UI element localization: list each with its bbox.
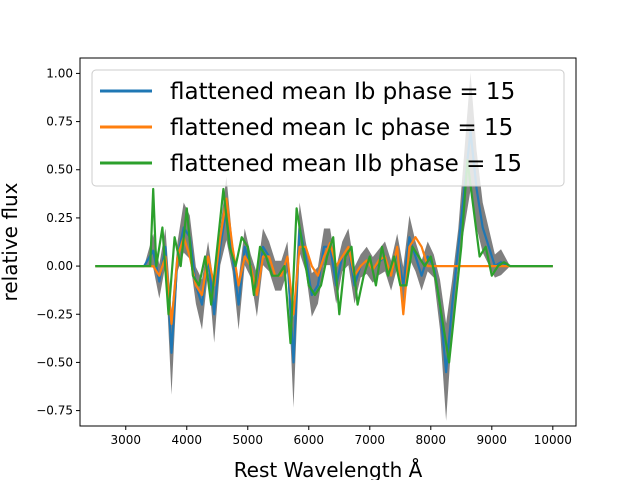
x-tick-label: 10000 [534,433,572,447]
legend-label: flattened mean Ic phase = 15 [170,115,513,141]
legend-box [91,69,565,187]
y-tick-label: 0.25 [46,211,73,225]
series-line-ic [95,197,553,325]
x-tick-label: 7000 [355,433,386,447]
axes-frame [79,57,577,427]
x-tick-label: 8000 [416,433,447,447]
legend-label: flattened mean Ib phase = 15 [170,79,515,105]
y-axis: −0.75 −0.50 −0.25 0.00 0.25 0.50 0.75 1.00 [36,66,80,418]
y-tick-label: 1.00 [46,66,73,80]
y-tick-label: −0.75 [36,404,73,418]
y-tick-label: −0.25 [36,307,73,321]
x-tick-label: 5000 [233,433,264,447]
y-tick-label: 0.75 [46,115,73,129]
x-tick-label: 3000 [110,433,141,447]
x-axis-label: Rest Wavelength Å [234,458,423,480]
series-line-iib [95,159,553,364]
y-axis-label: relative flux [0,182,22,301]
legend-label: flattened mean IIb phase = 15 [170,151,522,177]
x-tick-label: 6000 [294,433,325,447]
y-tick-label: 0.50 [46,163,73,177]
y-tick-label: −0.50 [36,355,73,369]
plot-area [95,72,553,421]
series-line-ib [95,130,553,374]
y-tick-label: 0.00 [46,259,73,273]
x-tick-label: 9000 [477,433,508,447]
x-axis: 3000 4000 5000 6000 7000 8000 9000 10000 [110,426,572,447]
legend: flattened mean Ib phase = 15 flattened me… [91,69,565,187]
x-tick-label: 4000 [171,433,202,447]
